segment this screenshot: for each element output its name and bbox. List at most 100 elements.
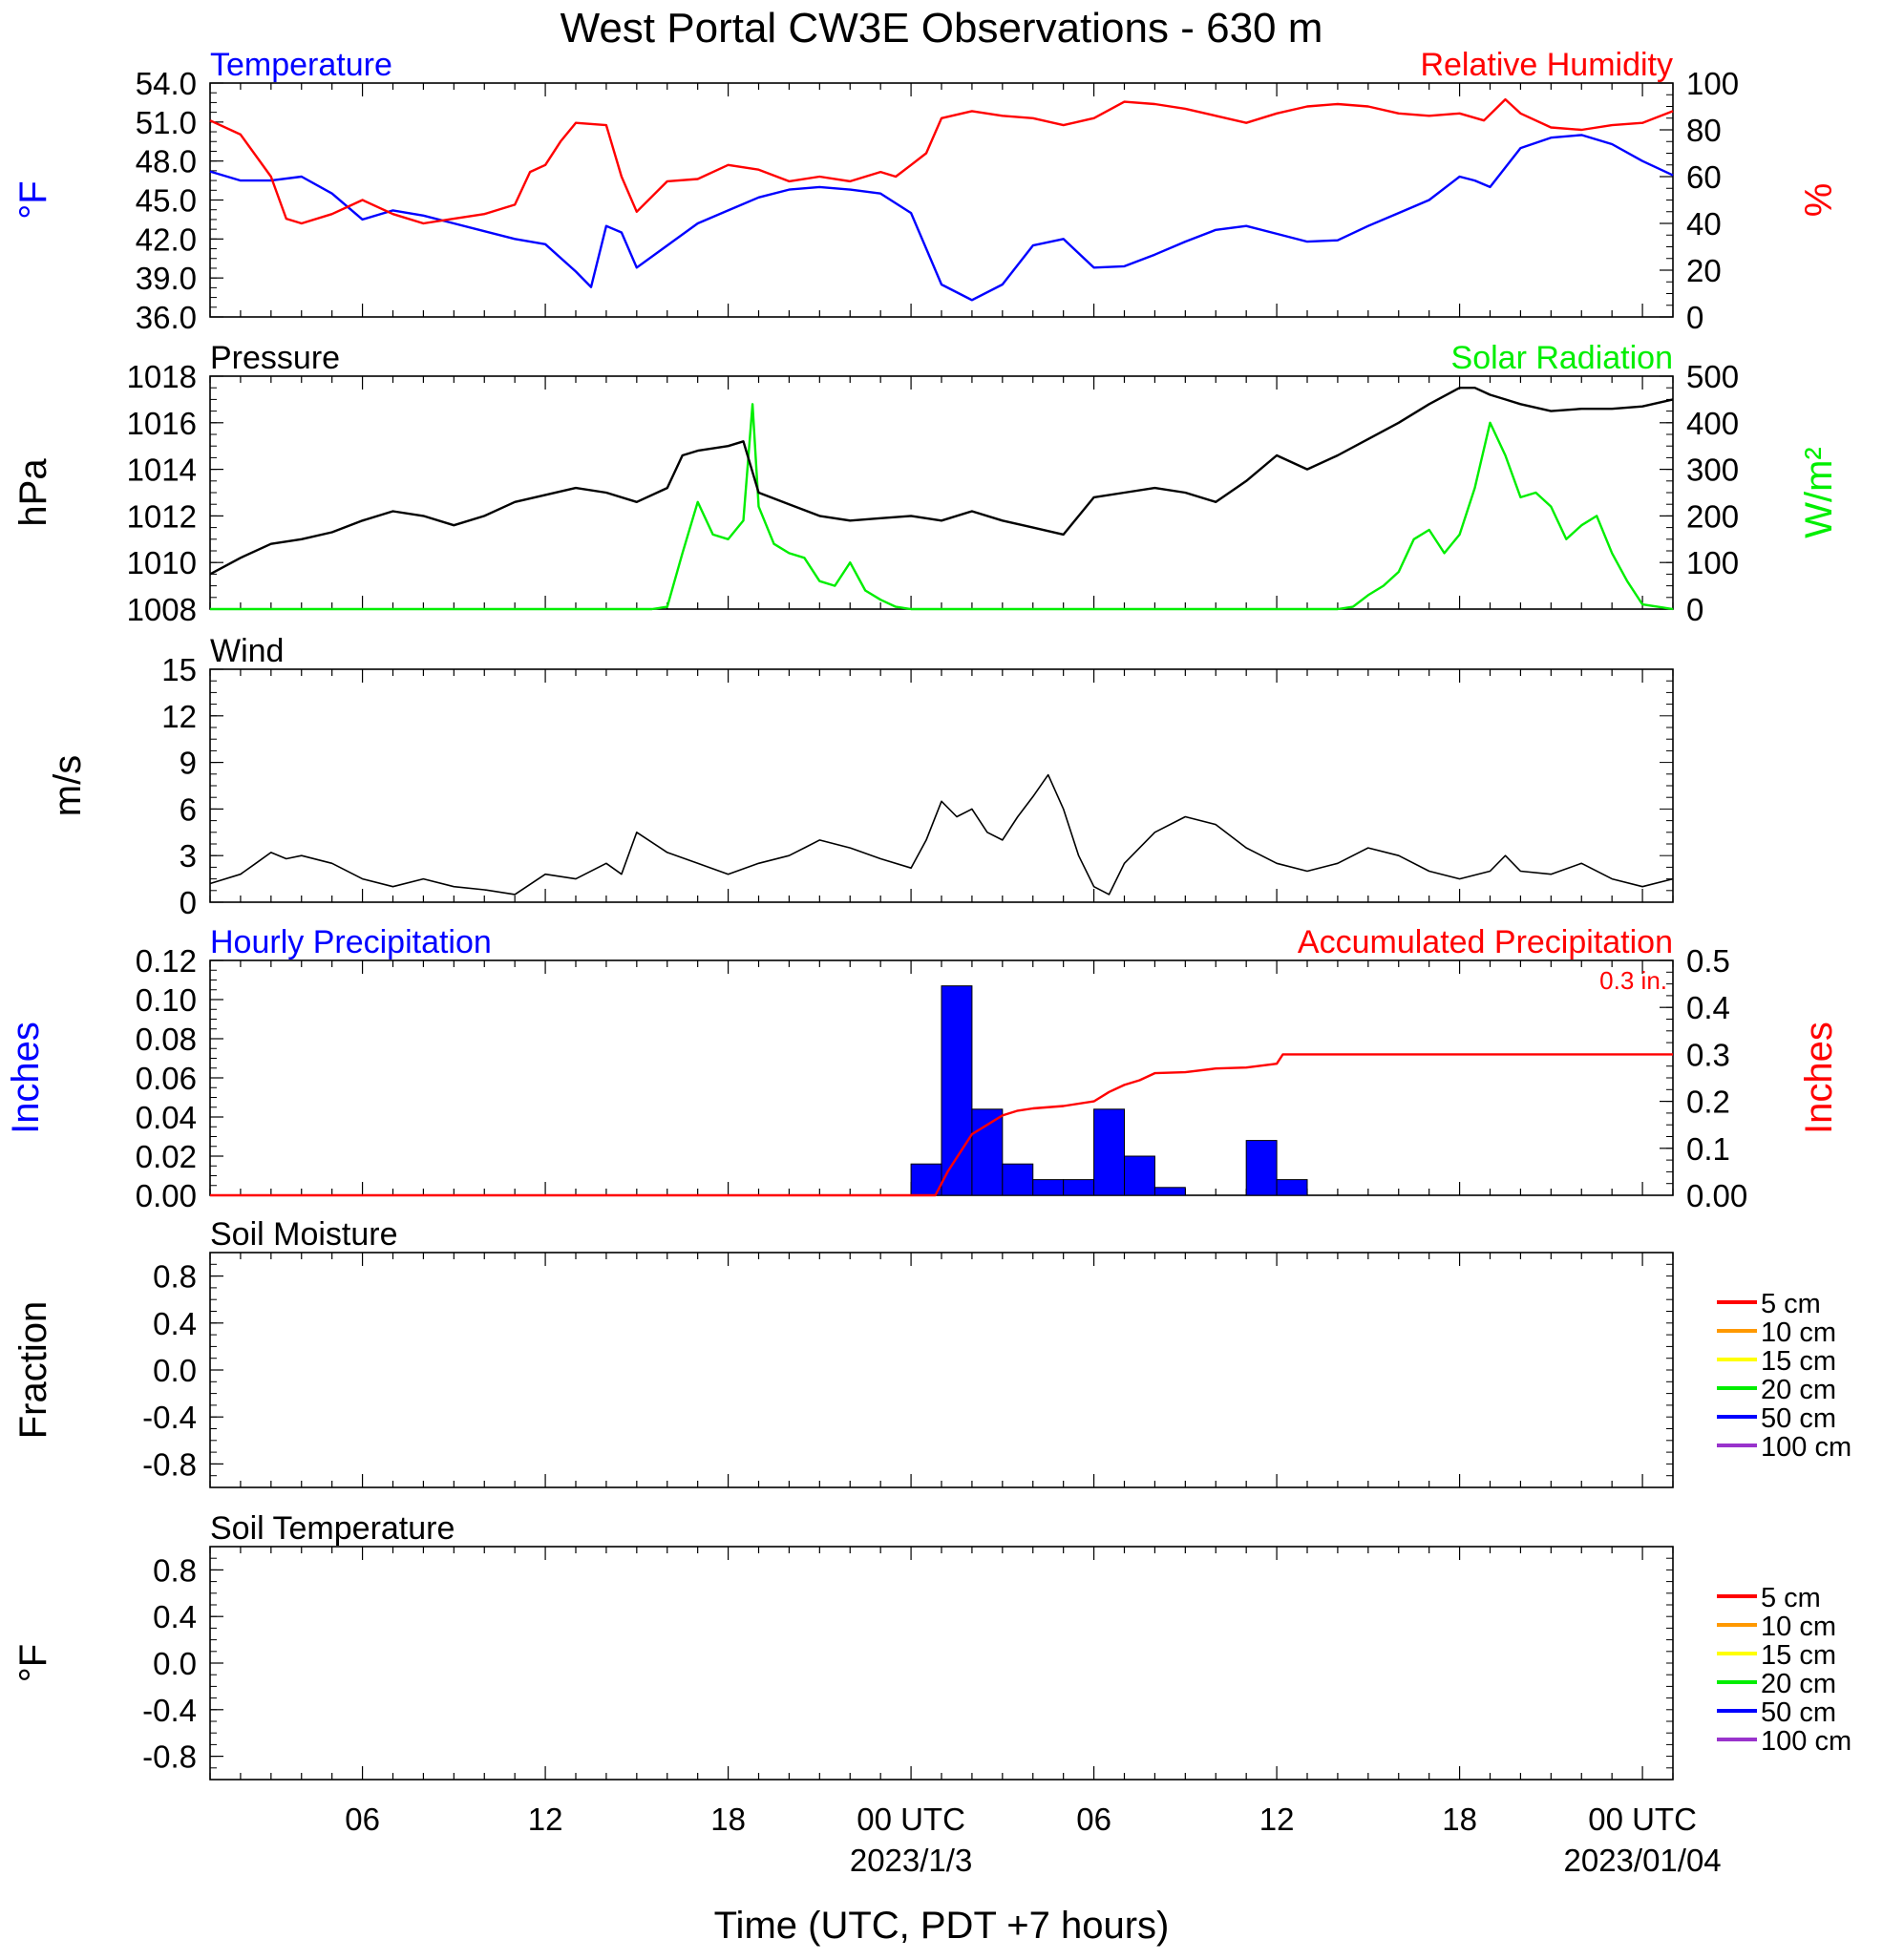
legend-label: 15 cm xyxy=(1761,1346,1836,1377)
x-tick-label: 18 xyxy=(710,1802,746,1837)
y-tick-label: 0.4 xyxy=(153,1599,197,1634)
accumulated-total-label: 0.3 in. xyxy=(1599,966,1667,995)
y-tick-label: 200 xyxy=(1686,498,1739,534)
panel-frame xyxy=(209,375,1674,610)
y-tick-label: 100 xyxy=(1686,66,1739,101)
series-relative-humidity xyxy=(209,97,1674,225)
y-tick-label: -0.4 xyxy=(142,1693,197,1728)
y-tick-label: 300 xyxy=(1686,453,1739,488)
y-tick-label: 0 xyxy=(1686,592,1703,627)
y-tick-label: 51.0 xyxy=(136,105,197,140)
panel-title: Wind xyxy=(210,633,284,669)
panel-frame xyxy=(209,1252,1674,1488)
y-tick-label: 1010 xyxy=(127,545,197,580)
y-tick-label: 0.4 xyxy=(1686,990,1730,1025)
y-axis-label: Inches xyxy=(5,1022,47,1134)
y-tick-label: -0.4 xyxy=(142,1400,197,1435)
panel-soil-moisture: 0.8 0.4 0.0 -0.4 -0.8 Soil Moisture Fraction 5 … xyxy=(12,1216,1851,1488)
x-date-label: 2023/01/04 xyxy=(1563,1843,1721,1878)
legend-label: 15 cm xyxy=(1761,1640,1836,1671)
legend-label: 5 cm xyxy=(1761,1583,1821,1613)
series-pressure xyxy=(209,387,1674,576)
y-tick-label: 0.8 xyxy=(153,1259,197,1295)
y-tick-label: 0.06 xyxy=(136,1061,197,1096)
y-tick-label: 1014 xyxy=(127,453,197,488)
y-axis-label: Inches xyxy=(1798,1022,1840,1134)
y-tick-label: 0.00 xyxy=(136,1178,197,1213)
time-axis: 06 12 18 00 UTC 2023/1/3 06 12 18 00 UTC 2023/01/… xyxy=(345,1802,1721,1878)
y-tick-label: 39.0 xyxy=(136,261,197,296)
panel-wind: 15 12 9 6 3 0 Wind m/s xyxy=(47,633,1674,920)
y-tick-label: 1012 xyxy=(127,498,197,534)
y-tick-label: 80 xyxy=(1686,113,1722,148)
y-tick-label: 0 xyxy=(1686,300,1703,335)
legend-label: 20 cm xyxy=(1761,1669,1836,1699)
y-axis-label: m/s xyxy=(47,755,89,816)
y-axis-label: °F xyxy=(12,180,54,219)
y-tick-label: 12 xyxy=(161,699,197,734)
y-tick-label: 400 xyxy=(1686,406,1739,441)
panels: 54.051.048.045.042.039.036.0100806040200… xyxy=(5,47,1851,1781)
legend-label: 20 cm xyxy=(1761,1375,1836,1405)
y-tick-label: 40 xyxy=(1686,206,1722,242)
panel-title-right: Solar Radiation xyxy=(1451,340,1673,376)
precip-bar xyxy=(1245,1140,1278,1196)
x-tick-label: 00 UTC xyxy=(1588,1802,1697,1837)
panel-title-right: Relative Humidity xyxy=(1420,47,1673,83)
y-tick-label: -0.8 xyxy=(142,1739,197,1775)
y-axis-label: hPa xyxy=(12,458,54,527)
y-axis-label: % xyxy=(1798,183,1840,218)
y-tick-label: 45.0 xyxy=(136,183,197,219)
y-tick-label: 42.0 xyxy=(136,221,197,257)
y-tick-label: 0.4 xyxy=(153,1306,197,1341)
precip-bar xyxy=(941,985,973,1196)
panel-title-left: Temperature xyxy=(210,47,392,83)
panel-pressure-solar: 1018 1016 1014 1012 1010 1008 500 400 300 200 100 0… xyxy=(12,340,1840,627)
y-tick-label: 60 xyxy=(1686,159,1722,195)
legend-label: 50 cm xyxy=(1761,1697,1836,1728)
legend-label: 10 cm xyxy=(1761,1317,1836,1348)
precip-bar xyxy=(910,1163,942,1196)
x-date-label: 2023/1/3 xyxy=(850,1843,972,1878)
y-tick-label: 0.08 xyxy=(136,1022,197,1057)
panel-precipitation: 0.120.10 0.08 0.06 0.04 0.02 0.00 0.5 0.4 0.3 0.2… xyxy=(5,924,1840,1213)
precip-bar xyxy=(1276,1179,1308,1196)
legend-label: 10 cm xyxy=(1761,1612,1836,1642)
y-tick-label: 0.12 xyxy=(136,943,197,979)
panel-title: Soil Moisture xyxy=(210,1216,398,1253)
legend-label: 5 cm xyxy=(1761,1289,1821,1319)
y-tick-label: 0.04 xyxy=(136,1100,197,1135)
legend-label: 50 cm xyxy=(1761,1403,1836,1434)
y-tick-label: 54.0 xyxy=(136,66,197,101)
precip-bar xyxy=(971,1108,1004,1196)
y-tick-label: 20 xyxy=(1686,253,1722,288)
y-tick-label: 100 xyxy=(1686,545,1739,580)
y-tick-label: 0.10 xyxy=(136,982,197,1018)
y-tick-label: 500 xyxy=(1686,359,1739,394)
panel-frame xyxy=(209,1546,1674,1781)
series-wind xyxy=(209,773,1674,896)
panel-title-left: Pressure xyxy=(210,340,340,376)
x-tick-label: 12 xyxy=(1259,1802,1295,1837)
y-tick-label: 9 xyxy=(180,746,197,781)
y-tick-label: 36.0 xyxy=(136,300,197,335)
y-tick-label: 1018 xyxy=(127,359,197,394)
legend-label: 100 cm xyxy=(1761,1726,1851,1757)
precip-bar xyxy=(1124,1155,1155,1196)
x-tick-label: 00 UTC xyxy=(857,1802,965,1837)
y-axis-label: Fraction xyxy=(12,1301,54,1440)
y-tick-label: 0 xyxy=(180,885,197,920)
precip-bar xyxy=(1093,1108,1126,1196)
y-axis-label: °F xyxy=(12,1644,54,1682)
x-tick-label: 06 xyxy=(1076,1802,1111,1837)
y-tick-label: -0.8 xyxy=(142,1446,197,1482)
y-tick-label: 48.0 xyxy=(136,144,197,179)
y-tick-label: 0.8 xyxy=(153,1552,197,1588)
precip-bar xyxy=(1063,1179,1095,1196)
y-tick-label: 0.00 xyxy=(1686,1178,1747,1213)
legend-label: 100 cm xyxy=(1761,1432,1851,1463)
y-tick-label: 3 xyxy=(180,838,197,874)
y-tick-label: 0.5 xyxy=(1686,943,1730,979)
